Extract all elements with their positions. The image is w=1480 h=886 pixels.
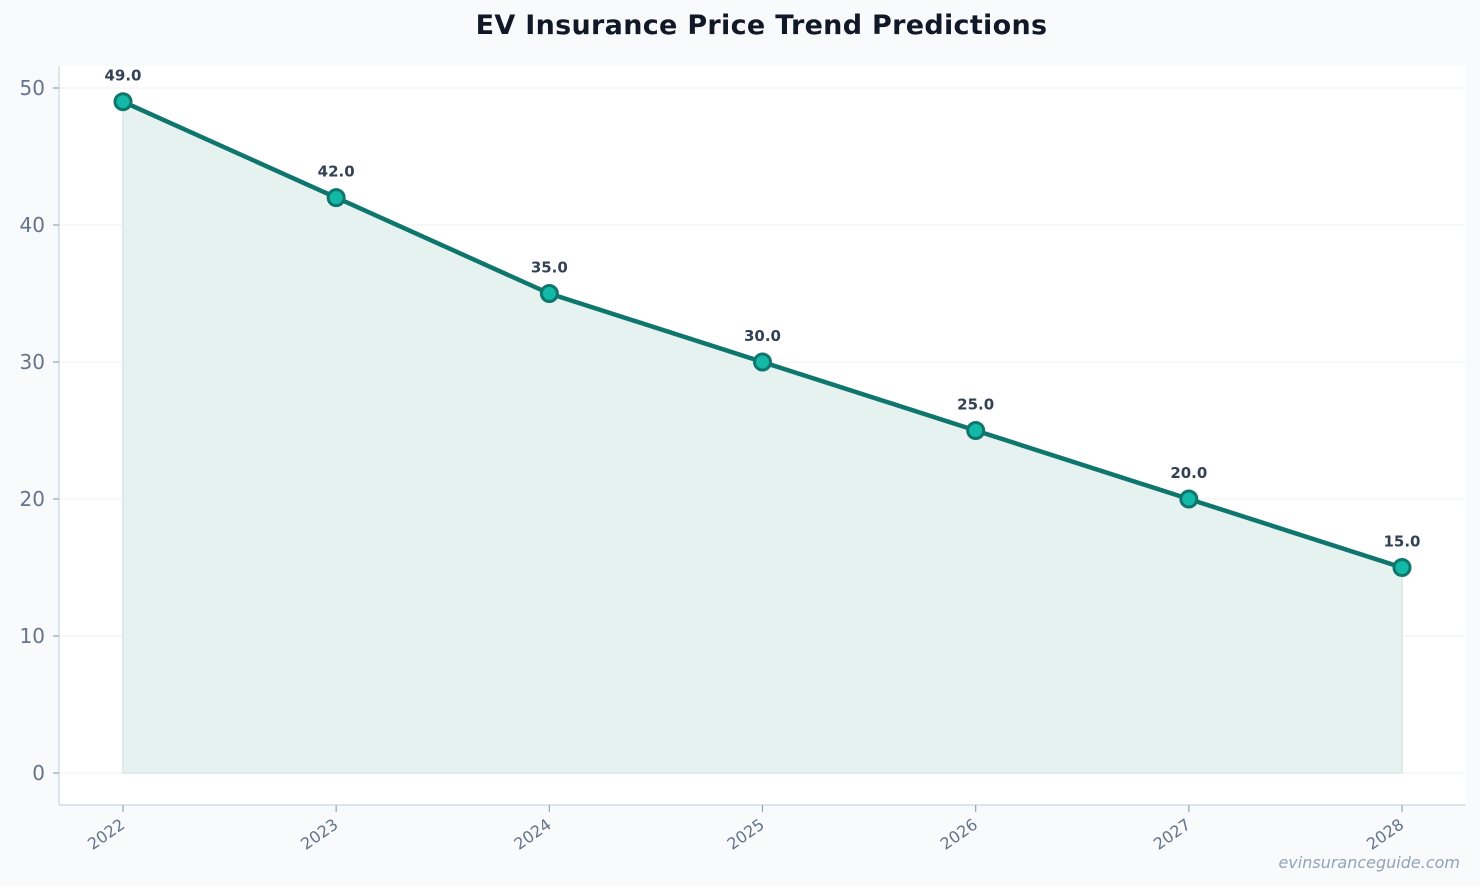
y-axis-ticks: 0 10 20 30 40 50 [20, 76, 59, 785]
y-tick-label: 20 [20, 487, 45, 511]
x-tick-label: 2027 [1150, 815, 1194, 854]
y-tick-label: 0 [32, 761, 45, 785]
data-point [539, 284, 559, 303]
y-tick-label: 10 [20, 624, 45, 648]
data-label: 42.0 [318, 163, 355, 181]
data-point [113, 92, 133, 112]
data-point [966, 421, 986, 440]
data-point [1392, 558, 1412, 577]
watermark: evinsuranceguide.com [1278, 853, 1460, 872]
x-tick-label: 2025 [724, 815, 768, 854]
x-tick-label: 2026 [937, 815, 981, 854]
y-tick-label: 30 [20, 350, 45, 374]
y-tick-label: 50 [20, 76, 45, 100]
y-tick-label: 40 [20, 213, 45, 237]
data-label: 49.0 [104, 67, 141, 85]
x-tick-label: 2028 [1363, 815, 1407, 854]
data-points [113, 92, 1412, 577]
data-label: 25.0 [957, 396, 994, 414]
x-tick-label: 2023 [297, 815, 341, 854]
data-label: 35.0 [531, 259, 568, 277]
x-axis-ticks: 2022 2023 2024 2025 2026 2027 2028 [84, 805, 1407, 854]
x-tick-label: 2024 [510, 815, 554, 854]
data-label: 20.0 [1170, 464, 1207, 482]
data-label: 30.0 [744, 327, 781, 345]
data-point [326, 188, 346, 208]
x-tick-label: 2022 [84, 815, 128, 854]
chart-title: EV Insurance Price Trend Predictions [475, 10, 1048, 41]
data-point [1179, 489, 1199, 509]
data-label: 15.0 [1383, 533, 1420, 551]
data-point [753, 352, 772, 372]
data-labels: 49.0 42.0 35.0 30.0 25.0 20.0 15.0 [104, 67, 1420, 551]
